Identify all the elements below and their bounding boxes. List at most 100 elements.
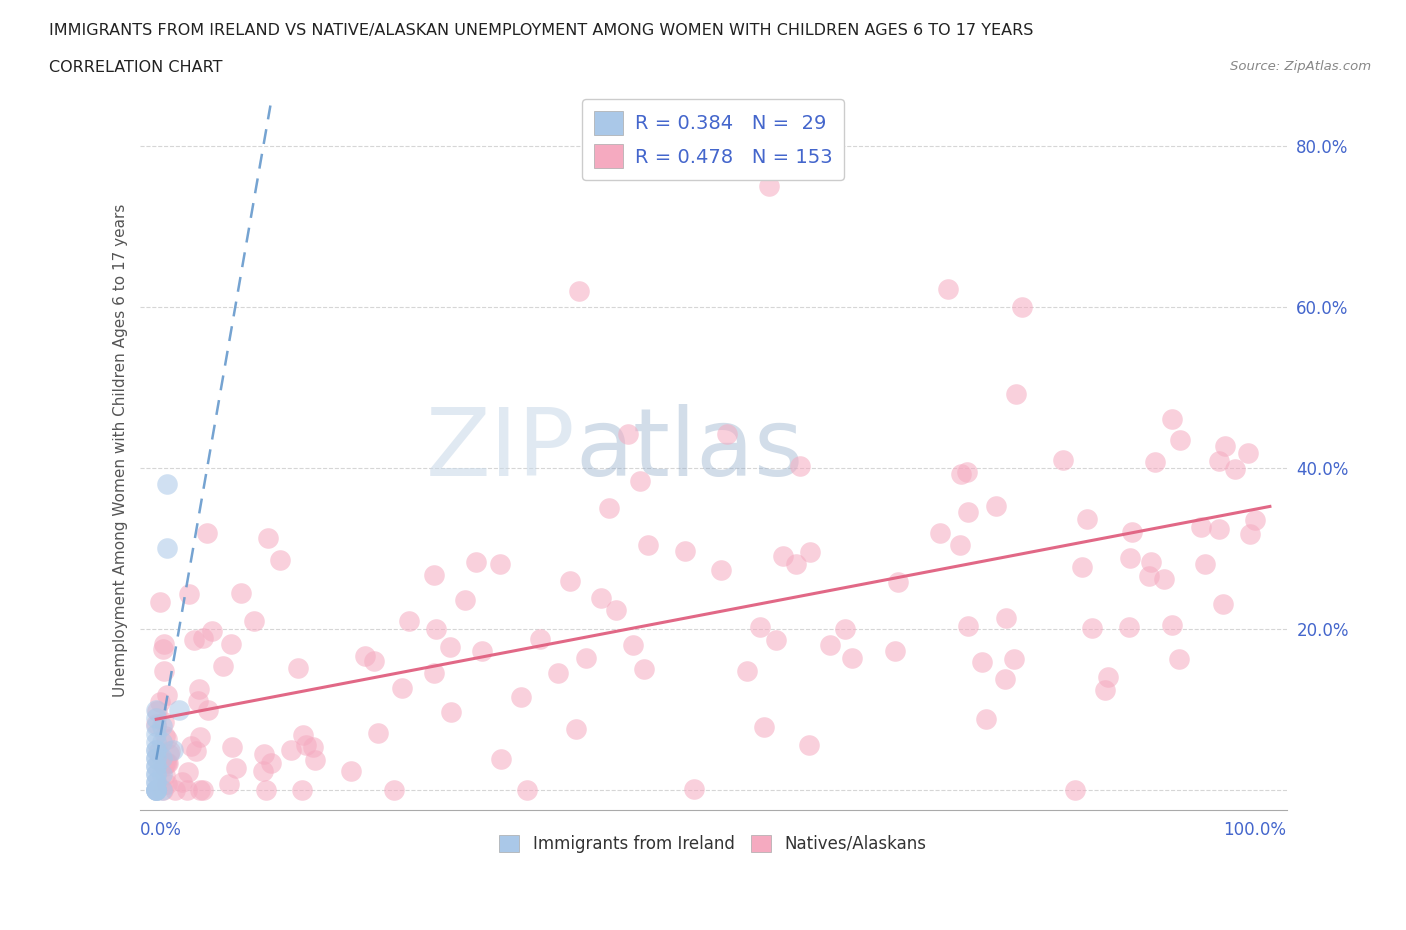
Point [883, 644, 905, 658]
Point [758, 179, 780, 193]
Point [1121, 525, 1143, 539]
Point [145, 783, 167, 798]
Point [834, 621, 856, 636]
Point [145, 718, 167, 733]
Point [197, 703, 219, 718]
Point [145, 711, 167, 725]
Point [957, 618, 980, 633]
Point [148, 745, 170, 760]
Point [269, 552, 291, 567]
Point [159, 743, 181, 758]
Point [156, 476, 179, 491]
Point [167, 702, 190, 717]
Text: atlas: atlas [575, 404, 804, 496]
Point [439, 639, 461, 654]
Point [146, 703, 169, 718]
Point [156, 687, 179, 702]
Point [156, 756, 179, 771]
Text: CORRELATION CHART: CORRELATION CHART [49, 60, 222, 75]
Point [145, 735, 167, 750]
Point [1194, 556, 1216, 571]
Point [710, 563, 733, 578]
Point [340, 764, 363, 778]
Point [363, 654, 385, 669]
Point [145, 759, 167, 774]
Point [177, 764, 200, 779]
Point [150, 766, 173, 781]
Point [1076, 512, 1098, 526]
Point [1161, 618, 1184, 632]
Point [145, 783, 167, 798]
Point [752, 720, 775, 735]
Point [148, 695, 170, 710]
Point [1239, 527, 1261, 542]
Point [152, 783, 174, 798]
Point [565, 722, 588, 737]
Point [153, 728, 176, 743]
Text: ZIP: ZIP [426, 404, 575, 496]
Text: 100.0%: 100.0% [1223, 820, 1286, 839]
Point [188, 783, 211, 798]
Point [949, 538, 972, 552]
Point [179, 587, 201, 602]
Point [180, 738, 202, 753]
Point [425, 621, 447, 636]
Point [957, 505, 980, 520]
Point [929, 525, 952, 540]
Point [150, 751, 173, 765]
Point [516, 783, 538, 798]
Point [162, 742, 184, 757]
Point [229, 585, 252, 600]
Point [184, 743, 207, 758]
Point [1144, 455, 1167, 470]
Point [887, 575, 910, 590]
Point [221, 740, 243, 755]
Point [145, 766, 167, 781]
Point [291, 783, 314, 798]
Point [163, 783, 186, 798]
Point [589, 591, 612, 605]
Point [1170, 433, 1192, 448]
Point [156, 541, 179, 556]
Point [471, 644, 494, 658]
Point [153, 636, 176, 651]
Point [465, 554, 488, 569]
Point [150, 718, 173, 733]
Point [1167, 652, 1189, 667]
Point [772, 549, 794, 564]
Point [558, 573, 581, 588]
Point [785, 557, 807, 572]
Point [295, 737, 318, 752]
Point [145, 783, 167, 798]
Point [568, 284, 591, 299]
Point [188, 730, 211, 745]
Point [1005, 387, 1028, 402]
Point [292, 727, 315, 742]
Point [170, 775, 193, 790]
Point [152, 642, 174, 657]
Point [153, 768, 176, 783]
Point [145, 751, 167, 765]
Point [149, 594, 172, 609]
Point [422, 665, 444, 680]
Point [145, 702, 167, 717]
Point [243, 614, 266, 629]
Point [157, 746, 180, 761]
Point [1223, 462, 1246, 477]
Point [145, 783, 167, 798]
Point [354, 648, 377, 663]
Point [633, 662, 655, 677]
Point [949, 466, 972, 481]
Point [183, 633, 205, 648]
Point [1236, 445, 1258, 460]
Point [155, 754, 177, 769]
Point [598, 500, 620, 515]
Point [1071, 560, 1094, 575]
Point [956, 465, 979, 480]
Point [152, 759, 174, 774]
Point [1118, 619, 1140, 634]
Point [304, 752, 326, 767]
Point [1208, 522, 1230, 537]
Point [1153, 572, 1175, 587]
Point [156, 731, 179, 746]
